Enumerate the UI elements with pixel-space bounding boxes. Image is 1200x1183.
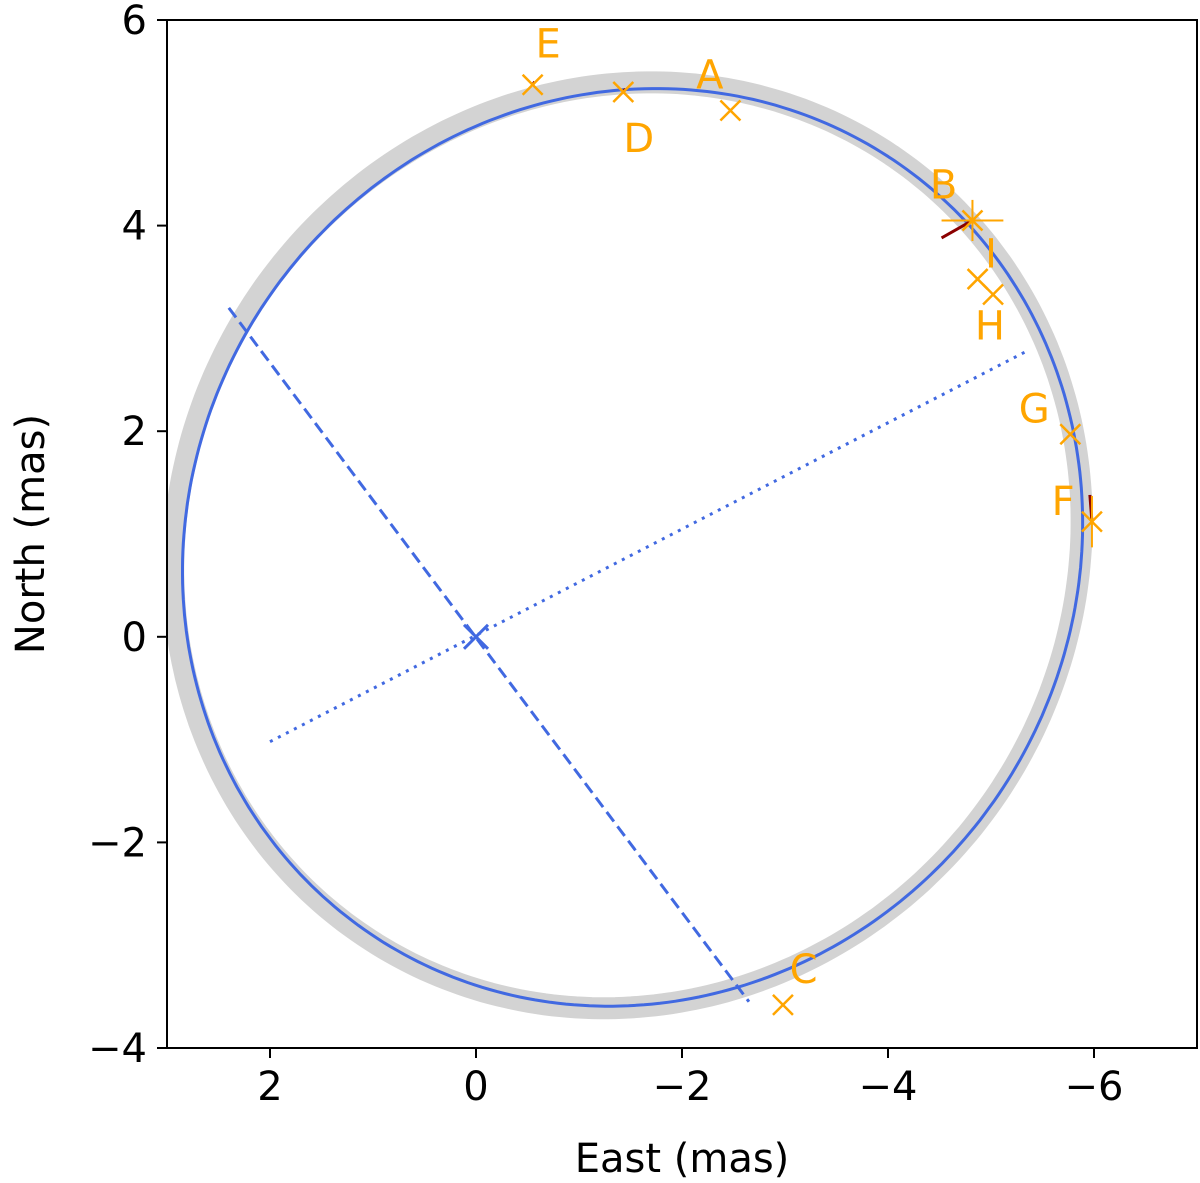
data-point-marker [719,99,742,122]
data-point-label: I [985,231,997,277]
data-point-i: I [982,231,1004,306]
data-point-label: B [930,162,957,208]
data-point-c: C [772,947,818,1016]
data-point-label: E [535,22,560,68]
x-tick-label: −6 [1065,1064,1124,1110]
data-point-label: A [696,52,724,98]
major-axis-line [227,306,751,1003]
x-tick-label: −4 [859,1064,918,1110]
y-tick-label: 6 [122,0,147,44]
y-tick-label: 4 [122,204,147,250]
data-point-marker [1059,423,1082,446]
x-tick-label: 2 [257,1064,282,1110]
primary-star-marker [462,623,490,650]
data-point-h: H [966,268,1005,349]
y-axis-title: North (mas) [8,414,54,654]
data-point-e: E [521,22,561,96]
y-tick-label: 2 [122,409,147,455]
data-point-marker [982,283,1004,306]
y-axis: −4 −2 0 2 4 6 [88,0,167,1072]
x-tick-label: −2 [653,1064,712,1110]
data-point-label: D [623,116,654,162]
y-tick-label: −2 [88,820,147,866]
y-tick-label: −4 [88,1026,147,1072]
data-point-marker [521,73,544,96]
data-point-label: C [790,947,818,993]
data-point-label: H [975,303,1005,349]
data-point-b: B [930,162,1004,242]
data-point-f: F [1052,479,1103,548]
data-point-marker [966,268,989,290]
x-tick-label: 0 [463,1064,488,1110]
orbit-ellipse [181,87,1085,1008]
data-point-marker [772,993,794,1016]
primary-star-stroke [462,623,490,650]
data-point-marker [612,81,635,103]
data-point-marker [1081,510,1103,533]
data-point-label: F [1052,479,1075,525]
x-axis: 2 0 −2 −4 −6 [257,1048,1123,1110]
x-axis-title: East (mas) [575,1136,790,1182]
data-point-label: G [1019,387,1050,433]
data-point-d: D [612,81,654,162]
y-tick-label: 0 [122,615,147,661]
data-point-a: A [696,52,742,122]
data-point-marker [961,209,984,232]
data-point-g: G [1019,387,1082,446]
residual-line [940,219,974,240]
minor-axis-line [269,349,1028,743]
